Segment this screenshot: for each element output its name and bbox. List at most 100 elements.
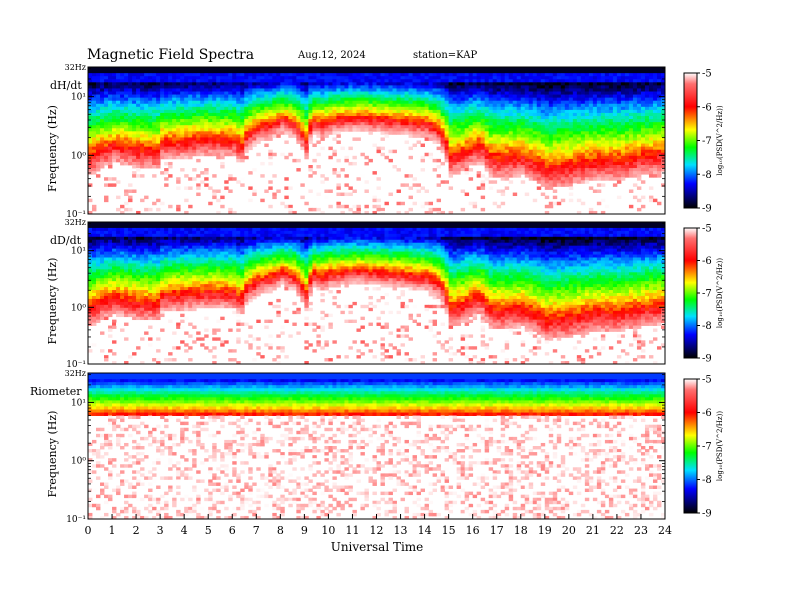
heatmap-cell xyxy=(452,171,458,175)
heatmap-cell xyxy=(496,88,502,92)
heatmap-cell xyxy=(132,70,137,74)
heatmap-cell xyxy=(88,343,93,347)
heatmap-cell xyxy=(276,116,281,120)
heatmap-cell xyxy=(124,79,129,83)
heatmap-cell xyxy=(152,131,157,135)
heatmap-cell xyxy=(200,70,205,74)
heatmap-cell xyxy=(336,119,341,123)
heatmap-cell xyxy=(88,236,93,241)
heatmap-cell xyxy=(660,82,666,86)
heatmap-cell xyxy=(212,149,217,154)
heatmap-cell xyxy=(240,97,245,102)
heatmap-cell xyxy=(592,116,598,120)
heatmap-cell xyxy=(252,128,257,132)
heatmap-cell xyxy=(476,131,482,135)
heatmap-cell xyxy=(468,73,474,77)
heatmap-cell xyxy=(148,91,153,95)
heatmap-cell xyxy=(300,70,305,74)
heatmap-cell xyxy=(88,76,93,80)
heatmap-cell xyxy=(560,125,566,129)
heatmap-cell xyxy=(532,134,538,138)
heatmap-cell xyxy=(268,103,273,108)
heatmap-cell xyxy=(260,91,265,95)
heatmap-cell xyxy=(532,109,538,114)
heatmap-cell xyxy=(220,116,225,120)
heatmap-cell xyxy=(92,109,97,114)
heatmap-cell xyxy=(144,88,149,92)
heatmap-cell xyxy=(344,76,349,80)
heatmap-cell xyxy=(440,131,446,135)
heatmap-cell xyxy=(260,174,265,178)
heatmap-cell xyxy=(532,155,538,160)
heatmap-cell xyxy=(596,149,602,154)
heatmap-cell xyxy=(148,100,153,105)
heatmap-cell xyxy=(372,106,377,111)
heatmap-cell xyxy=(216,116,221,120)
heatmap-cell xyxy=(524,143,530,148)
heatmap-cell xyxy=(276,97,281,102)
heatmap-cell xyxy=(660,146,666,151)
heatmap-cell xyxy=(648,186,654,190)
heatmap-cell xyxy=(96,116,101,120)
heatmap-cell xyxy=(648,146,654,151)
heatmap-cell xyxy=(436,94,442,99)
heatmap-cell xyxy=(496,131,502,135)
heatmap-cell xyxy=(484,158,490,163)
heatmap-cell xyxy=(656,116,662,120)
heatmap-cell xyxy=(524,122,530,126)
heatmap-cell xyxy=(152,134,157,138)
heatmap-cell xyxy=(176,91,181,95)
heatmap-cell xyxy=(336,192,341,197)
heatmap-cell xyxy=(436,85,442,89)
heatmap-cell xyxy=(380,109,385,114)
heatmap-cell xyxy=(464,109,470,114)
heatmap-cell xyxy=(276,67,281,71)
heatmap-cell xyxy=(112,67,117,71)
heatmap-cell xyxy=(476,94,482,99)
heatmap-cell xyxy=(132,140,137,144)
heatmap-cell xyxy=(160,91,165,95)
heatmap-cell xyxy=(536,125,542,129)
heatmap-cell xyxy=(388,128,393,132)
heatmap-cell xyxy=(540,103,546,108)
heatmap-cell xyxy=(480,91,486,95)
heatmap-cell xyxy=(448,125,454,129)
heatmap-cell xyxy=(220,204,225,209)
heatmap-cell xyxy=(312,112,317,117)
heatmap-cell xyxy=(320,119,325,123)
heatmap-cell xyxy=(588,73,594,77)
heatmap-cell xyxy=(476,76,482,80)
heatmap-cell xyxy=(192,122,197,126)
heatmap-cell xyxy=(600,119,606,123)
heatmap-cell xyxy=(440,70,446,74)
heatmap-cell xyxy=(592,88,598,92)
heatmap-cell xyxy=(400,106,405,111)
heatmap-cell xyxy=(568,79,574,83)
heatmap-cell xyxy=(468,76,474,80)
heatmap-cell xyxy=(220,134,225,138)
heatmap-cell xyxy=(572,100,578,105)
heatmap-cell xyxy=(604,161,610,166)
heatmap-cell xyxy=(148,73,153,77)
heatmap-cell xyxy=(508,122,514,126)
heatmap-cell xyxy=(396,201,401,206)
heatmap-cell xyxy=(340,76,345,80)
heatmap-cell xyxy=(168,155,173,160)
heatmap-cell xyxy=(356,76,361,80)
heatmap-cell xyxy=(400,128,405,132)
heatmap-cell xyxy=(604,94,610,99)
heatmap-cell xyxy=(484,73,490,77)
heatmap-cell xyxy=(448,85,454,89)
heatmap-cell xyxy=(136,165,141,169)
heatmap-cell xyxy=(484,134,490,138)
heatmap-cell xyxy=(472,97,478,102)
heatmap-cell xyxy=(128,143,133,148)
heatmap-cell xyxy=(588,149,594,154)
heatmap-cell xyxy=(324,122,329,126)
heatmap-cell xyxy=(140,82,145,86)
heatmap-cell xyxy=(272,119,277,123)
heatmap-cell xyxy=(308,168,313,172)
heatmap-cell xyxy=(592,161,598,166)
heatmap-cell xyxy=(448,152,454,157)
heatmap-cell xyxy=(240,91,245,95)
